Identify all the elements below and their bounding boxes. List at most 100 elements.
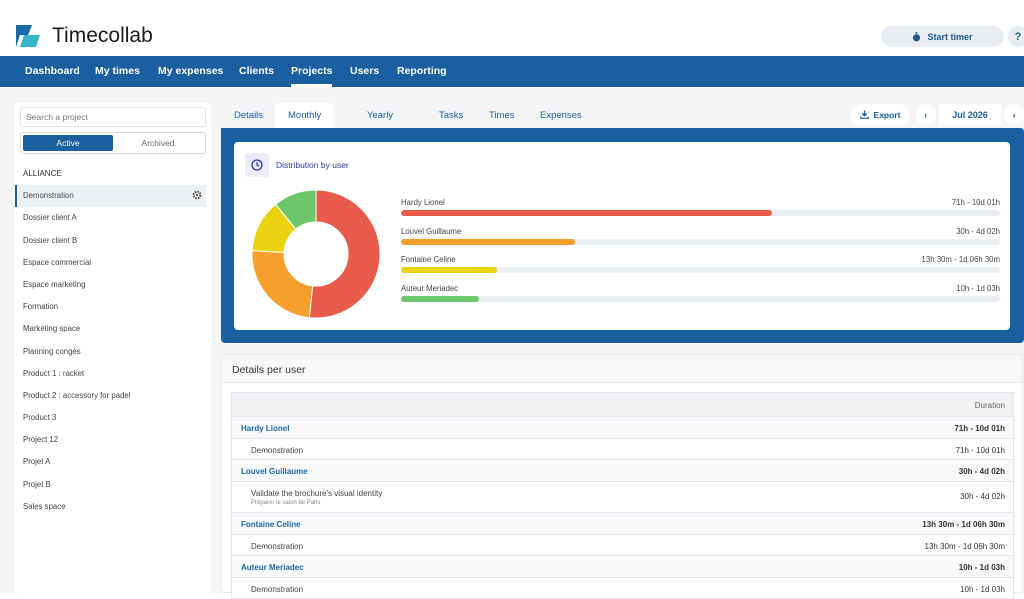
export-label: Export (873, 109, 901, 120)
project-item[interactable]: Sales space (23, 501, 66, 511)
duration-value: 71h - 10d 01h (954, 424, 1005, 433)
start-timer-label: Start timer (927, 31, 973, 42)
user-bar-fill (401, 239, 575, 245)
user-bar-fill (401, 267, 497, 273)
details-title: Details per user (232, 364, 306, 376)
tab-expenses[interactable]: Expenses (540, 110, 582, 121)
task-name: Demonstration (251, 585, 304, 594)
user-bar-name: Louvel Guillaume (401, 227, 462, 236)
user-name[interactable]: Louvel Guillaume (241, 467, 308, 476)
project-item[interactable]: Formation (23, 302, 59, 312)
nav-clients[interactable]: Clients (239, 65, 275, 77)
user-bar-value: 71h - 10d 01h (951, 198, 1000, 207)
tab-details[interactable]: Details (234, 110, 264, 121)
top-bar: Timecollab Start timer ? (0, 0, 1024, 56)
project-item-label: Demonstration (23, 191, 74, 201)
duration-value: 10h - 1d 03h (960, 585, 1005, 594)
user-bar-track (401, 267, 1000, 273)
user-name[interactable]: Auteur Meriadec (241, 563, 304, 572)
project-item[interactable]: Dossier client A (23, 213, 77, 223)
tab-times[interactable]: Times (489, 110, 515, 121)
tab-yearly-data[interactable]: Yearly data (367, 110, 394, 147)
export-button[interactable]: Export (851, 104, 909, 125)
details-per-user-panel: Details per user Duration Hardy Lionel 71… (221, 354, 1023, 599)
user-bar-value: 10h - 1d 03h (956, 284, 1000, 293)
user-row[interactable]: Louvel Guillaume 30h - 4d 02h (231, 460, 1014, 482)
user-bar-name: Fontaine Celine (401, 255, 456, 264)
user-bar-track (401, 210, 1000, 216)
project-item[interactable]: Dossier client B (23, 235, 78, 245)
clock-icon (251, 159, 263, 171)
nav-dashboard[interactable]: Dashboard (25, 65, 80, 77)
next-month-button[interactable]: › (1004, 104, 1024, 125)
clock-icon-box (245, 153, 269, 177)
download-icon (859, 110, 869, 119)
prev-month-button[interactable]: ‹ (916, 104, 936, 125)
task-row: Demonstration 10h - 1d 03h (231, 578, 1014, 599)
current-month: Jul 2026 (938, 104, 1002, 125)
timecollab-logo-icon[interactable] (14, 22, 42, 50)
user-row[interactable]: Auteur Meriadec 10h - 1d 03h (231, 556, 1014, 578)
nav-my-expenses[interactable]: My expenses (158, 65, 224, 77)
active-archived-toggle: Active Archived (20, 132, 206, 154)
project-sidebar (15, 103, 211, 593)
nav-reporting[interactable]: Reporting (397, 65, 447, 77)
start-timer-button[interactable]: Start timer (881, 26, 1004, 47)
details-header: Details per user (222, 355, 1022, 383)
project-list: ALLIANCE Demonstration Dossier client A … (15, 163, 211, 518)
task-name: Demonstration (251, 542, 304, 551)
project-item[interactable]: Product 3 (23, 413, 57, 423)
main-nav: Dashboard My times My expenses Clients P… (0, 56, 1024, 87)
duration-header: Duration (974, 401, 1005, 410)
details-table: Duration Hardy Lionel 71h - 10d 01h Demons… (231, 392, 1014, 599)
project-item[interactable]: Product 1 : racket (23, 368, 85, 378)
nav-my-times[interactable]: My times (95, 65, 140, 77)
donut-slice-hardy-lionel[interactable] (308, 189, 381, 319)
task-name: Validate the brochure's visual identity (251, 489, 383, 498)
project-item[interactable]: Marketing space (23, 324, 81, 334)
help-button[interactable]: ? (1008, 26, 1024, 47)
task-subtitle: Préparer le salon de Paris (251, 500, 321, 506)
project-item[interactable]: Espace marketing (23, 279, 86, 289)
donut-slice-louvel-guillaume[interactable] (251, 250, 314, 319)
archived-toggle[interactable]: Archived (141, 138, 175, 148)
task-row: Validate the brochure's visual identity 3… (231, 482, 1014, 513)
project-item[interactable]: Projet A (23, 457, 51, 467)
project-search-input[interactable]: Search a project (20, 107, 206, 127)
user-row[interactable]: Hardy Lionel 71h - 10d 01h (231, 417, 1014, 439)
duration-value: 13h 30m - 1d 06h 30m (924, 542, 1006, 551)
tab-tasks[interactable]: Tasks (439, 110, 464, 121)
user-bar-track (401, 296, 1000, 302)
gear-icon[interactable] (192, 190, 202, 200)
project-item[interactable]: Projet B (23, 479, 51, 489)
project-item-selected[interactable]: Demonstration (15, 185, 206, 208)
project-item[interactable]: Planning congés (23, 346, 81, 356)
duration-value: 30h - 4d 02h (960, 492, 1005, 501)
project-item[interactable]: Espace commercial (23, 257, 92, 267)
user-bar-value: 13h 30m - 1d 06h 30m (921, 255, 1000, 264)
user-bar-fill (401, 210, 773, 216)
user-bar-value: 30h - 4d 02h (956, 227, 1000, 236)
duration-value: 30h - 4d 02h (958, 467, 1005, 476)
donut-slice-auteur-meriadec[interactable] (275, 189, 317, 230)
user-bar-track (401, 239, 1000, 245)
user-bar-name: Auteur Meriadec (401, 284, 459, 293)
user-name[interactable]: Hardy Lionel (241, 424, 290, 433)
task-name: Demonstration (251, 446, 304, 455)
table-header: Duration (231, 392, 1014, 417)
distribution-title: Distribution by user (276, 160, 349, 170)
project-item[interactable]: Product 2 : accessory for padel (23, 390, 131, 400)
project-item[interactable]: Project 12 (23, 435, 59, 445)
user-name[interactable]: Fontaine Celine (241, 520, 301, 529)
user-bar-name: Hardy Lionel (401, 198, 445, 207)
duration-value: 13h 30m - 1d 06h 30m (922, 520, 1005, 529)
user-bar-fill (401, 296, 479, 302)
task-row: Demonstration 71h - 10d 01h (231, 439, 1014, 460)
user-row[interactable]: Fontaine Celine 13h 30m - 1d 06h 30m (231, 513, 1014, 535)
active-toggle[interactable]: Active (23, 135, 113, 151)
nav-users[interactable]: Users (350, 65, 380, 77)
app-name: Timecollab (52, 24, 153, 47)
tab-monthly-data[interactable]: Monthly data (275, 103, 335, 147)
nav-projects[interactable]: Projects (291, 56, 333, 87)
distribution-donut-chart (251, 189, 381, 319)
